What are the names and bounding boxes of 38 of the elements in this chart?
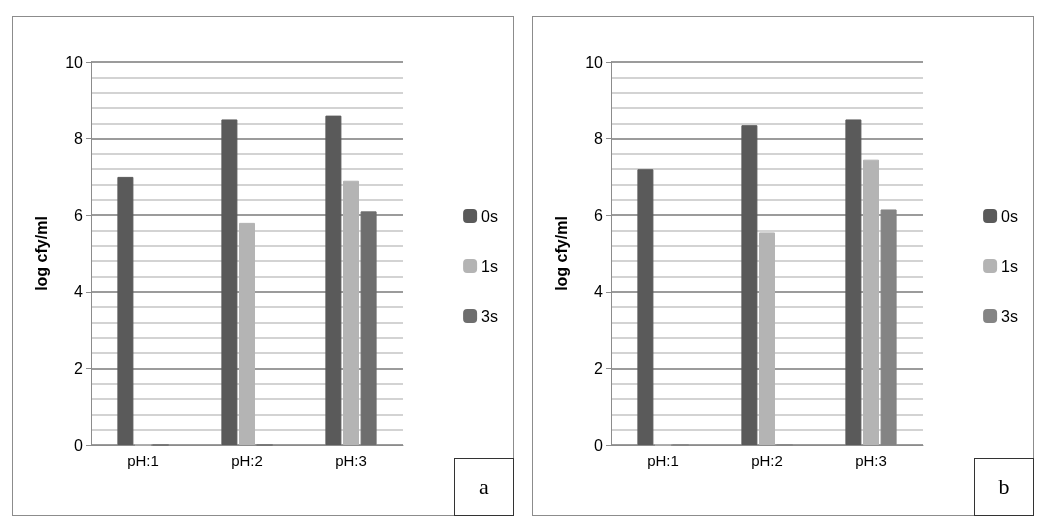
x-tick-label: pH:3 [855,452,887,469]
y-axis-title: log cfy/ml [32,216,50,291]
bar [325,115,342,445]
y-tick-label: 6 [74,206,84,224]
legend-label: 3s [1001,307,1019,325]
y-axis-title: log cfy/ml [552,216,570,291]
bar [741,125,758,445]
bar [239,222,255,445]
y-tick-label: 4 [74,283,84,301]
bar [221,119,238,445]
y-tick-label: 0 [594,436,604,454]
y-tick-label: 0 [74,436,84,454]
x-tick-label: pH:1 [647,452,679,469]
x-tick-label: pH:3 [335,452,367,469]
y-tick-label: 2 [74,359,84,377]
text: b [974,458,1034,516]
y-tick-label: 10 [585,53,604,71]
x-tick-label: pH:2 [231,452,263,469]
legend-label: 0s [1001,207,1019,225]
bar [845,119,862,445]
bar [863,159,879,445]
y-tick-label: 10 [65,53,84,71]
y-tick-label: 4 [594,283,604,301]
bar [759,232,775,445]
y-tick-label: 8 [74,130,84,148]
y-tick-label: 8 [594,130,604,148]
bar [117,176,134,445]
text: a [454,458,514,516]
legend-label: 0s [481,207,499,225]
y-tick-label: 6 [594,206,604,224]
legend-label: 3s [481,307,499,325]
bar [637,169,654,445]
legend-label: 1s [481,257,499,275]
bar [343,180,359,445]
x-tick-label: pH:2 [751,452,783,469]
x-tick-label: pH:1 [127,452,159,469]
y-tick-label: 2 [594,359,604,377]
legend-label: 1s [1001,257,1019,275]
